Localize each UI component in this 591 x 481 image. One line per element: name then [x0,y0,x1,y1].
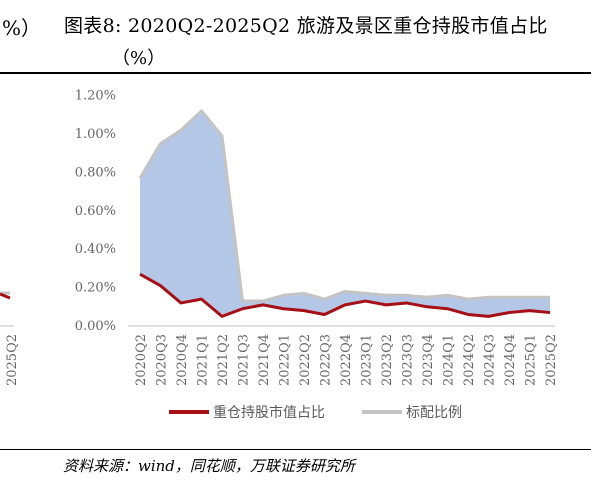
y-tick-label: 0.40% [75,242,116,257]
y-tick-label: 1.00% [75,127,116,142]
x-tick-label: 2025Q2 [544,334,559,386]
y-tick-label: 1.20% [75,89,116,104]
series-line-heavy-holding-ratio [139,272,551,318]
x-tick-label: 2023Q4 [421,334,436,386]
x-tick-label: 2023Q1 [360,334,375,386]
x-tick-label: 2020Q4 [175,334,190,386]
x-tick-label: 2021Q4 [257,334,272,386]
legend-label-standard-allocation: 标配比例 [406,405,462,421]
chart-title-unit: （%） [112,48,166,69]
chart-title: 图表8: 2020Q2-2025Q2 旅游及景区重仓持股市值占比 [64,15,548,37]
footer-rule [0,449,591,450]
y-tick-label: 0.60% [75,204,116,219]
header-rule [0,72,591,74]
previous-chart-title-fragment: %） [2,16,42,40]
y-tick-label: 0.20% [75,281,116,296]
left-panel-red-line [0,292,11,300]
x-tick-label: 2024Q1 [442,334,457,386]
y-tick-label: 0.80% [75,165,116,180]
x-tick-label: 2022Q4 [339,334,354,386]
source-note: 资料来源：wind，同花顺，万联证券研究所 [63,457,355,475]
x-tick-label: 2022Q3 [319,334,334,386]
area-fill [140,110,550,317]
legend: 重仓持股市值占比 标配比例 [169,404,462,421]
x-tick-label: 2024Q3 [483,334,498,386]
left-panel-fragment: 2025Q2 [0,291,20,386]
x-tick-label: 2022Q2 [298,334,313,386]
x-tick-label: 2025Q1 [524,334,539,386]
x-tick-label: 2020Q2 [134,334,149,386]
x-tick-label: 2022Q1 [278,334,293,386]
x-tick-label: 2024Q4 [503,334,518,386]
legend-label-heavy-holding-ratio: 重仓持股市值占比 [213,404,325,421]
series-line-standard-allocation [138,109,550,303]
x-tick-label: 2024Q2 [462,334,477,386]
x-tick-label: 2020Q3 [155,334,170,386]
plot-area: 0.00% 0.20% 0.40% 0.60% 0.80% 1.00% 1.20% 2020Q… [75,89,559,386]
x-tick-label: 2023Q2 [380,334,395,386]
x-tick-label: 2023Q3 [401,334,416,386]
chart-header: %） 图表8: 2020Q2-2025Q2 旅游及景区重仓持股市值占比 （%） [0,0,591,76]
x-tick-label: 2021Q1 [196,334,211,386]
x-tick-label: 2021Q2 [216,334,231,386]
y-tick-label: 0.00% [75,319,116,334]
x-tick-label: 2021Q3 [237,334,252,386]
left-panel-x-tick: 2025Q2 [5,334,20,386]
